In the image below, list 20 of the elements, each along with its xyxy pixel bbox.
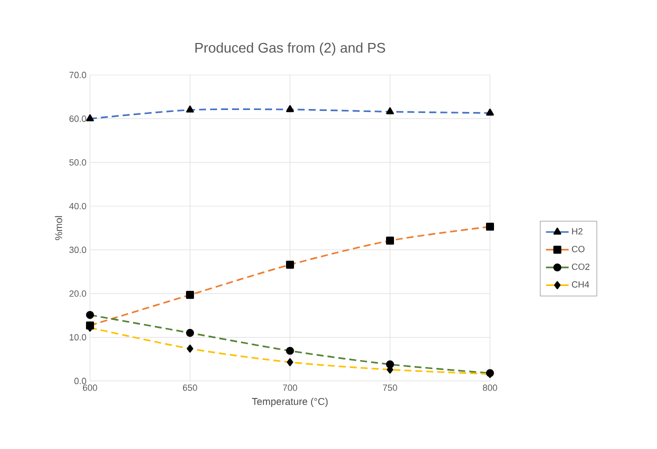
legend-label: H2 [572,228,582,234]
y-tick-label: 30.0 [69,246,86,254]
legend-label: CH4 [572,281,590,288]
y-tick-label: 0.0 [74,378,86,384]
x-tick-label: 800 [482,384,498,391]
y-tick-label: 40.0 [69,202,86,210]
y-tick-label: 60.0 [69,116,86,122]
legend-label: CO [572,246,584,252]
y-tick-label: 20.0 [69,290,86,297]
x-tick-label: 650 [182,384,198,391]
x-tick-label: 600 [82,384,98,391]
y-axis-title: %mol [54,216,62,240]
legend-label: CO2 [572,264,590,270]
chart-title: Produced Gas from (2) and PS [195,42,386,56]
x-tick-label: 700 [282,384,298,391]
y-tick-label: 50.0 [69,159,86,166]
y-tick-label: 10.0 [70,334,86,340]
x-tick-label: 750 [382,384,398,391]
x-axis-title: Temperature (°C) [252,398,328,407]
y-tick-label: 70.0 [69,72,86,78]
